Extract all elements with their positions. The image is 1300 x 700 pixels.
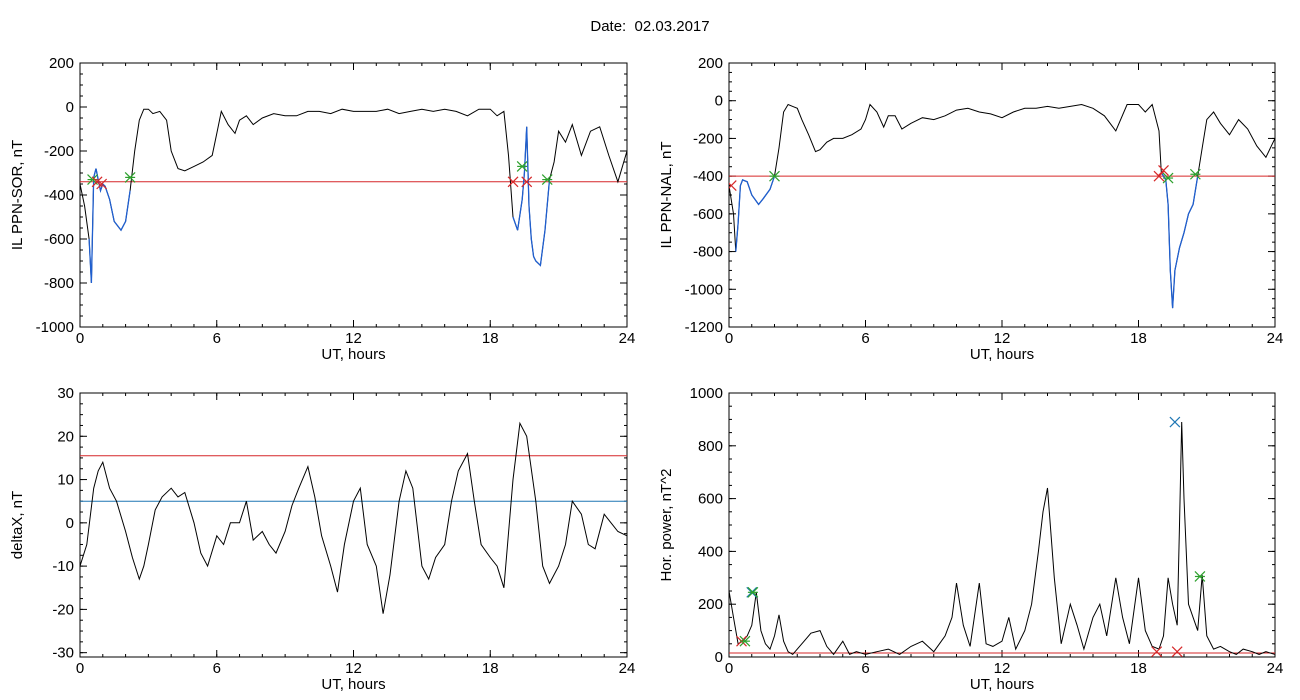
x-axis-label: UT, hours (970, 346, 1034, 363)
x-tick-label: 18 (1130, 330, 1147, 347)
asterisk-marker-green (1162, 172, 1174, 184)
series-line (729, 103, 1275, 309)
y-tick-label: 200 (698, 596, 723, 613)
series-line (80, 108, 627, 284)
y-tick-label: -20 (52, 601, 74, 618)
y-tick-label: -1200 (685, 319, 723, 336)
plot-area (729, 103, 1275, 309)
series-line (80, 421, 627, 614)
x-axis-label: UT, hours (321, 346, 385, 363)
x-tick-label: 12 (345, 660, 362, 677)
substorm-segment (88, 168, 131, 284)
panel-il-sor: 0 6 12 18 24 -1000 -800 -600 -400 -200 0 200 UT, hou… (9, 55, 635, 363)
series-line (729, 421, 1275, 656)
plot-frame (79, 392, 628, 658)
asterisk-marker-green (739, 635, 751, 647)
x-marker-red (1171, 646, 1183, 657)
y-tick-label: 0 (66, 99, 74, 116)
x-axis-label: UT, hours (970, 676, 1034, 693)
panel-hor-power: 0 6 12 18 24 0 200 400 600 800 1000 UT, hours Hor. p… (658, 385, 1283, 693)
y-axis-label: IL PPN-NAL, nT (658, 142, 675, 249)
figure-title: Date: 02.03.2017 (590, 18, 710, 35)
y-tick-label: 200 (698, 55, 723, 72)
x-tick-label: 18 (482, 660, 499, 677)
y-tick-label: -200 (693, 130, 723, 147)
x-tick-label: 24 (1267, 330, 1284, 347)
substorm-segment (1160, 172, 1199, 309)
y-axis-label: IL PPN-SOR, nT (9, 140, 26, 250)
x-tick-label: 6 (861, 330, 869, 347)
x-tick-label: 24 (619, 660, 636, 677)
x-marker-red (507, 176, 519, 188)
y-tick-label: -600 (44, 231, 74, 248)
substorm-segment (512, 126, 551, 267)
plot-area (729, 416, 1275, 657)
y-tick-label: 0 (715, 93, 723, 110)
substorm-segment (735, 175, 776, 252)
x-marker-red (521, 176, 533, 188)
asterisk-marker-green (124, 171, 136, 183)
x-tick-label: 0 (725, 330, 733, 347)
y-tick-label: 10 (57, 472, 74, 489)
y-axis-label: Hor. power, nT^2 (658, 469, 675, 582)
y-tick-label: -1000 (36, 319, 74, 336)
y-tick-label: 600 (698, 491, 723, 508)
y-axis-label: deltaX, nT (9, 491, 26, 559)
x-marker-blue (1169, 416, 1181, 428)
x-axis-label: UT, hours (321, 676, 385, 693)
y-tick-label: -600 (693, 206, 723, 223)
plot-frame (79, 62, 628, 328)
x-tick-label: 24 (619, 330, 636, 347)
x-tick-label: 0 (76, 660, 84, 677)
y-tick-label: 400 (698, 543, 723, 560)
x-marker-red (729, 180, 737, 191)
panel-il-nal: 0 6 12 18 24 -1200 -1000 -800 -600 -400 -200 0 200 UT… (658, 55, 1283, 363)
y-tick-label: 800 (698, 438, 723, 455)
y-tick-label: -200 (44, 143, 74, 160)
x-marker-red (1158, 165, 1169, 176)
plot-frame (728, 62, 1276, 328)
y-tick-label: -400 (693, 168, 723, 185)
asterisk-marker-green (1194, 571, 1206, 582)
asterisk-marker-green (769, 170, 780, 182)
x-tick-label: 6 (861, 660, 869, 677)
y-tick-label: 0 (66, 515, 74, 532)
plot-area (80, 421, 627, 614)
plot-area (80, 108, 627, 284)
x-tick-label: 0 (725, 660, 733, 677)
y-tick-label: 200 (49, 55, 74, 72)
y-tick-label: 1000 (690, 385, 723, 402)
y-tick-label: 0 (715, 649, 723, 666)
asterisk-marker-green (541, 174, 553, 186)
x-tick-label: 12 (994, 330, 1011, 347)
x-tick-label: 18 (1130, 660, 1147, 677)
y-tick-label: -30 (52, 645, 74, 662)
x-tick-label: 0 (76, 330, 84, 347)
y-tick-label: -800 (693, 244, 723, 261)
x-marker-red (1151, 646, 1163, 657)
x-tick-label: 24 (1267, 660, 1284, 677)
y-tick-label: -800 (44, 275, 74, 292)
asterisk-marker-green (1189, 168, 1201, 180)
x-tick-label: 6 (213, 660, 221, 677)
panel-deltax: 0 6 12 18 24 -30 -20 -10 0 10 20 30 UT, hours deltaX,… (9, 385, 635, 693)
y-tick-label: -10 (52, 558, 74, 575)
x-tick-label: 12 (345, 330, 362, 347)
x-marker-red (96, 178, 108, 190)
y-tick-label: 30 (57, 385, 74, 402)
asterisk-marker-green (516, 160, 528, 172)
x-tick-label: 6 (213, 330, 221, 347)
x-tick-label: 12 (994, 660, 1011, 677)
y-tick-label: 20 (57, 428, 74, 445)
x-marker-red (1153, 170, 1165, 182)
asterisk-marker-green (747, 586, 759, 598)
x-tick-label: 18 (482, 330, 499, 347)
y-tick-label: -400 (44, 187, 74, 204)
y-tick-label: -1000 (685, 281, 723, 298)
